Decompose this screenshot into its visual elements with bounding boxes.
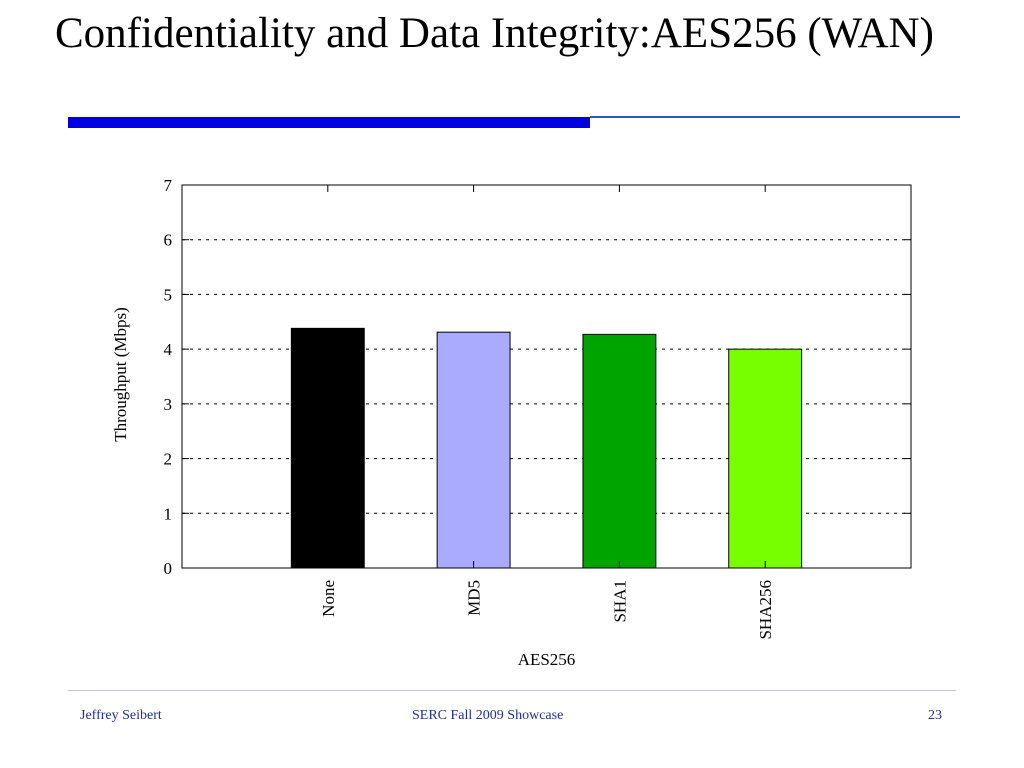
bar-sha1 (582, 333, 657, 569)
chart-tick-labels: 0 1 2 3 4 5 6 7 None MD5 SHA1 SHA256 (164, 176, 776, 640)
bar-md5 (436, 331, 511, 569)
footer-page-number: 23 (928, 708, 942, 723)
footer-rule (68, 690, 956, 691)
footer-author: Jeffrey Seibert (80, 708, 162, 723)
x-tick-label: MD5 (465, 580, 484, 616)
y-tick-label: 5 (164, 285, 173, 304)
y-tick-label: 0 (164, 559, 173, 578)
slide-title: Confidentiality and Data Integrity:AES25… (55, 10, 934, 57)
x-tick-label: SHA1 (610, 580, 629, 623)
bar-sha256 (728, 348, 803, 569)
footer-event: SERC Fall 2009 Showcase (412, 708, 564, 723)
x-tick-label: SHA256 (756, 580, 775, 640)
y-tick-label: 1 (164, 504, 173, 523)
y-tick-label: 6 (164, 231, 173, 250)
plot-frame (181, 184, 912, 569)
x-tick-label: None (319, 580, 338, 617)
y-axis-label: Throughput (Mbps) (111, 307, 130, 442)
bar-none (290, 327, 365, 569)
y-tick-label: 3 (164, 395, 173, 414)
y-tick-label: 7 (164, 176, 173, 195)
x-axis-label: AES256 (518, 650, 576, 669)
chart-ticks (182, 184, 911, 569)
chart-bars (290, 327, 803, 569)
title-rule-thick (68, 117, 590, 128)
title-rule-thin (590, 116, 960, 118)
y-tick-label: 4 (164, 340, 173, 359)
y-tick-label: 2 (164, 450, 173, 469)
